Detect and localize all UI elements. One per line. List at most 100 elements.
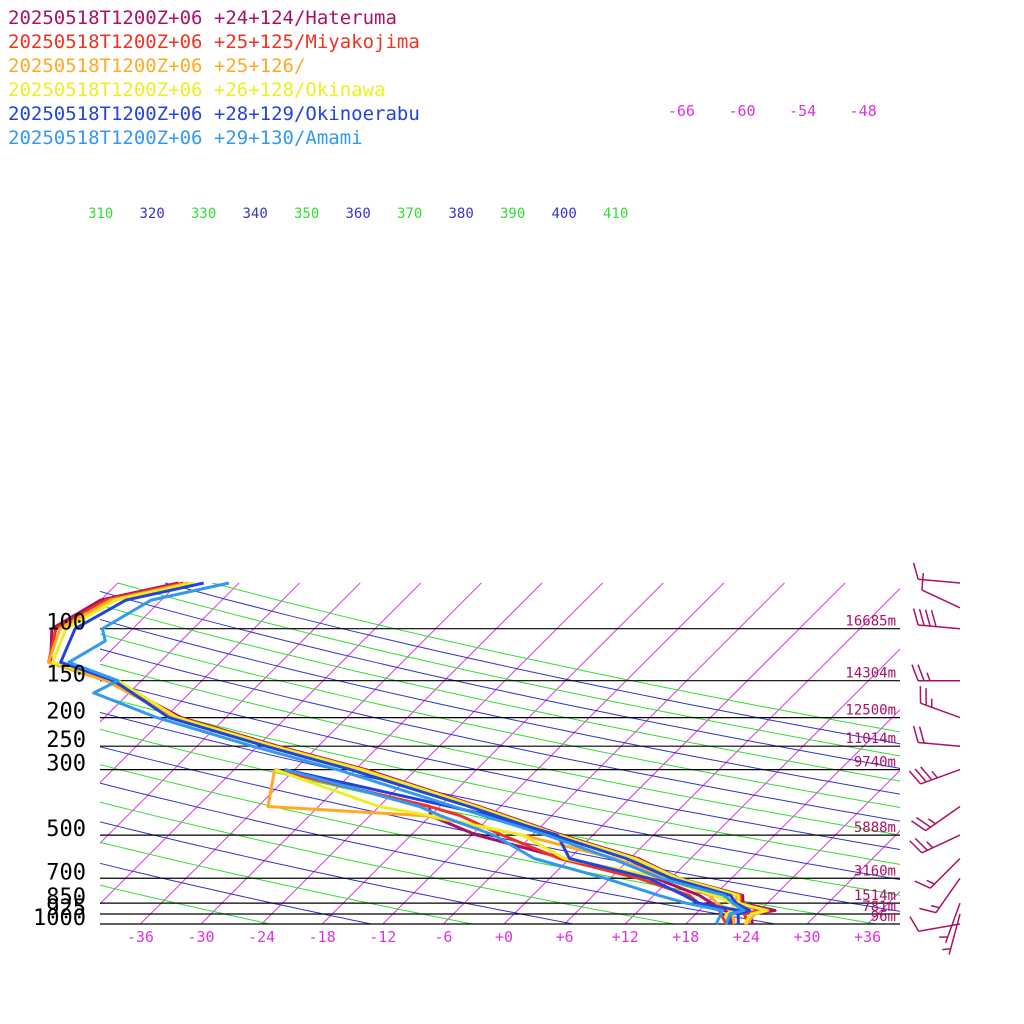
isotherm-line — [624, 648, 900, 924]
wind-barb-flag — [912, 725, 919, 743]
theta-label: 340 — [243, 206, 268, 222]
isotherm-line — [382, 582, 725, 924]
height-label: 781m — [862, 899, 896, 915]
isotherm-line — [261, 582, 603, 924]
dry-adiabat-line — [100, 648, 900, 822]
temperature-tick-label: +36 — [854, 928, 881, 946]
dry-adiabat-line — [100, 884, 271, 924]
pressure-tick-label: 100 — [46, 611, 86, 636]
wind-barb-staff — [935, 877, 961, 914]
wind-barb — [912, 562, 961, 584]
pressure-tick-label: 850 — [46, 885, 86, 910]
wind-barb-flag — [930, 609, 937, 627]
dewpoint-line — [284, 768, 724, 925]
wind-barb-flag — [909, 916, 920, 932]
theta-label: 350 — [294, 206, 319, 222]
wind-barb — [919, 686, 961, 719]
wind-barb — [909, 916, 961, 933]
legend-entry: 20250518T1200Z+06 +29+130/Amami — [8, 127, 363, 149]
theta-label: 370 — [397, 206, 422, 222]
temperature-tick-label: +0 — [495, 928, 513, 946]
isotherm-line — [806, 830, 900, 924]
temperature-tick-label: +12 — [612, 928, 639, 946]
isotherm-line — [200, 582, 543, 924]
wind-barb-flag — [912, 608, 919, 626]
wind-barb — [908, 766, 961, 785]
pressure-tick-label: 300 — [46, 752, 86, 777]
dry-adiabat-line — [100, 801, 675, 924]
temperature-line — [59, 581, 752, 925]
legend-entry: 20250518T1200Z+06 +26+128/Okinawa — [8, 79, 386, 101]
wind-barb — [911, 664, 960, 682]
dry-adiabat-line — [100, 862, 372, 924]
theta-label: 400 — [552, 206, 577, 222]
wind-barb — [912, 608, 961, 630]
wind-barb-flag — [918, 608, 925, 626]
legend-entry: 20250518T1200Z+06 +24+124/Hateruma — [8, 7, 397, 29]
isotherm-line — [685, 709, 900, 924]
wind-barb — [914, 857, 961, 889]
wind-barb-staff — [921, 834, 961, 854]
wind-barb — [911, 805, 961, 832]
wind-barb-half-flag — [926, 879, 935, 885]
wind-barb-staff — [944, 902, 961, 943]
temperature-tick-label: +24 — [733, 928, 760, 946]
wind-barb-staff — [921, 589, 961, 609]
isobar-lines — [100, 628, 900, 925]
dewpoint-line — [274, 768, 728, 925]
axis-labels: 100 16685m 150 14304m 200 12500m 250 11014m 300 9… — [33, 102, 896, 946]
wind-barb-flag — [917, 664, 925, 681]
dry-adiabat-line — [100, 663, 900, 836]
pressure-tick-label: 150 — [46, 663, 86, 688]
isotherm-line — [443, 582, 785, 924]
wind-barb-flag — [912, 562, 919, 580]
sounding-series — [47, 581, 777, 925]
dry-adiabat-line — [117, 582, 900, 757]
dry-adiabat-line — [100, 618, 900, 795]
isotherm-line — [928, 583, 1024, 924]
wind-barb-half-flag — [931, 770, 939, 779]
wind-barb-staff — [948, 913, 961, 955]
wind-barb-flag — [919, 907, 937, 914]
height-label: 12500m — [845, 703, 896, 719]
dry-adiabat-line — [100, 841, 473, 924]
isotherm-line — [140, 582, 482, 924]
wind-barb-flag — [918, 726, 925, 744]
dry-adiabat-line — [100, 821, 574, 924]
wind-barb-flag — [914, 880, 931, 889]
theta-label: 410 — [603, 206, 628, 222]
dry-adiabat-line — [100, 764, 877, 924]
dry-adiabat-line — [164, 582, 900, 745]
legend-entry: 20250518T1200Z+06 +25+126/ — [8, 55, 305, 77]
wind-barb-flag — [914, 768, 927, 783]
temperature-line — [67, 581, 746, 925]
height-label: 9740m — [854, 755, 896, 771]
wind-barb — [942, 913, 961, 955]
theta-label: 320 — [140, 206, 165, 222]
isotherm-line — [746, 769, 900, 924]
dry-adiabat-line — [100, 728, 900, 896]
wind-barb — [912, 725, 961, 747]
pressure-tick-label: 700 — [46, 860, 86, 885]
temperature-tick-label: +18 — [672, 928, 699, 946]
wind-barb-staff — [918, 578, 961, 584]
dry-adiabat-line — [100, 590, 900, 769]
dry-adiabat-lines — [100, 582, 900, 924]
wind-barb — [919, 877, 961, 914]
dry-adiabat-line — [100, 679, 900, 851]
legend-entry: 20250518T1200Z+06 +28+129/Okinoerabu — [8, 103, 420, 125]
wind-barb-flag — [920, 766, 933, 781]
temperature-tick-label: +6 — [556, 928, 574, 946]
dry-adiabat-line — [100, 604, 900, 782]
wind-barb-flag — [911, 664, 919, 681]
wind-barb-staff — [918, 741, 961, 747]
wind-barb — [921, 573, 961, 609]
wind-barb-half-flag — [926, 672, 931, 681]
pressure-tick-label: 250 — [46, 728, 86, 753]
theta-label: 330 — [191, 206, 216, 222]
wind-barb-staff — [925, 805, 961, 832]
height-label: 14304m — [845, 666, 896, 682]
wind-barb-staff — [929, 857, 961, 889]
wind-barb-half-flag — [942, 948, 951, 951]
